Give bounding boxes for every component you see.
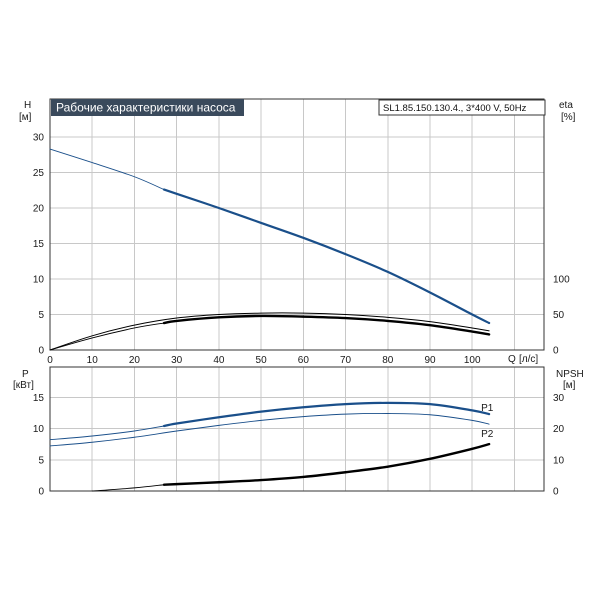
- x-tick-label: 80: [382, 355, 394, 366]
- x-tick-label: 70: [340, 355, 352, 366]
- efficiency-upper-curve-thin: [49, 312, 490, 351]
- power-p2-curve-thin: [49, 413, 490, 447]
- h-tick-label: 25: [33, 168, 45, 179]
- eta-axis-unit: [%]: [561, 112, 576, 123]
- p-tick-label: 15: [33, 393, 45, 404]
- title-background: [51, 99, 244, 116]
- power-p1-curve-thin: [49, 425, 165, 441]
- top-panel-frame: [49, 98, 545, 351]
- npsh-tick-label: 10: [553, 455, 565, 466]
- p-axis-name: P: [22, 369, 29, 380]
- power-p1-curve: [162, 401, 491, 428]
- bottom-panel-frame: [49, 366, 545, 492]
- series-labels-layer: P1 P2: [481, 403, 494, 440]
- npsh-tick-label: 0: [553, 487, 559, 498]
- x-tick-label: 40: [213, 355, 225, 366]
- series-label-p2: P2: [481, 429, 494, 440]
- h-axis-name: H: [24, 100, 31, 111]
- efficiency-lower-curve-thin: [49, 322, 165, 351]
- series-label-p1: P1: [481, 403, 494, 414]
- frame-layer: [49, 98, 545, 492]
- chart-title: Рабочие характеристики насоса: [56, 101, 236, 115]
- npsh-tick-label: 30: [553, 393, 565, 404]
- axis-units: H [м] eta [%] Q [л/с] P [кВт] NPSH [м]: [13, 100, 584, 391]
- h-tick-label: 5: [38, 310, 44, 321]
- x-tick-label: 100: [464, 355, 481, 366]
- x-tick-label: 90: [424, 355, 436, 366]
- eta-tick-label: 100: [553, 275, 570, 286]
- tick-labels-layer: 0 10 20 30 40 50 60 70 80 90 100051015202530050100…: [33, 133, 570, 498]
- efficiency-lower-curve: [162, 314, 491, 336]
- head-curve-thin: [49, 148, 165, 190]
- model-box-frame: [378, 99, 546, 116]
- title-box: Рабочие характеристики насоса: [51, 99, 244, 116]
- x-tick-label: 20: [129, 355, 141, 366]
- eta-tick-label: 0: [553, 346, 559, 357]
- p-axis-unit: [кВт]: [13, 380, 34, 391]
- npsh-curve: [162, 442, 491, 486]
- model-label: SL1.85.150.130.4., 3*400 V, 50Hz: [383, 103, 527, 114]
- h-tick-label: 30: [33, 133, 45, 144]
- h-axis-unit: [м]: [19, 112, 32, 123]
- npsh-curve-thin: [91, 484, 165, 492]
- eta-axis-name: eta: [559, 100, 573, 111]
- head-curve: [162, 188, 491, 325]
- x-tick-label: 50: [256, 355, 268, 366]
- h-tick-label: 0: [38, 346, 44, 357]
- p-tick-label: 0: [38, 487, 44, 498]
- series-layer: [49, 148, 491, 492]
- eta-tick-label: 50: [553, 310, 565, 321]
- npsh-axis-name: NPSH: [556, 369, 584, 380]
- x-tick-label: 60: [298, 355, 310, 366]
- x-tick-label: 10: [87, 355, 99, 366]
- h-tick-label: 20: [33, 204, 45, 215]
- p-tick-label: 10: [33, 424, 45, 435]
- h-tick-label: 15: [33, 239, 45, 250]
- h-tick-label: 10: [33, 275, 45, 286]
- q-axis-unit: [л/с]: [519, 354, 538, 365]
- p-tick-label: 5: [38, 455, 44, 466]
- npsh-axis-unit: [м]: [563, 380, 576, 391]
- model-box: SL1.85.150.130.4., 3*400 V, 50Hz: [378, 99, 546, 116]
- npsh-tick-label: 20: [553, 424, 565, 435]
- q-axis-name: Q: [508, 354, 516, 365]
- x-tick-label: 0: [47, 355, 53, 366]
- x-tick-label: 30: [171, 355, 183, 366]
